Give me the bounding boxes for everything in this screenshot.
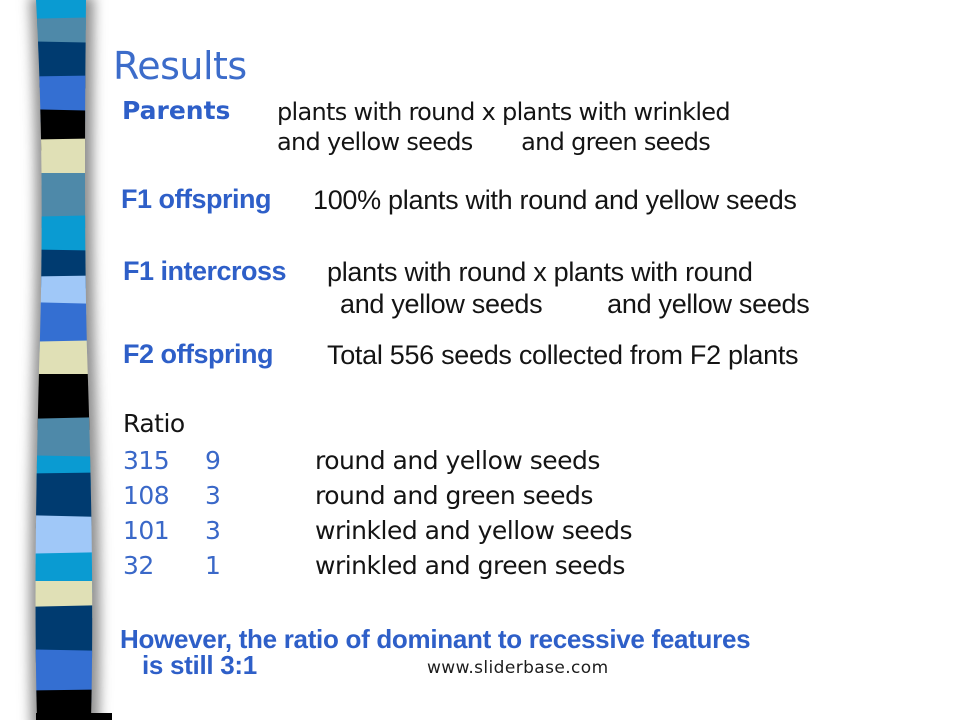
f1-offspring-label: F1 offspring: [121, 184, 272, 214]
conclusion-line2: is still 3:1: [142, 650, 257, 680]
ratio-description: round and yellow seeds: [315, 446, 600, 475]
f2-offspring-label: F2 offspring: [123, 339, 274, 369]
ratio-heading: Ratio: [123, 409, 185, 438]
page-title: Results: [113, 44, 247, 88]
f1-intercross-line1: plants with round x plants with round: [327, 257, 753, 287]
parents-line2: and yellow seeds and green seeds: [277, 128, 711, 156]
ribbon-bottom-strip: [36, 713, 112, 720]
f1-intercross-line2: and yellow seeds and yellow seeds: [340, 289, 810, 319]
decorative-ribbon: [29, 0, 112, 720]
ratio-value: 3: [205, 481, 221, 510]
f2-offspring-text: Total 556 seeds collected from F2 plants: [327, 340, 799, 370]
ratio-value: 9: [205, 446, 221, 475]
conclusion-line1: However, the ratio of dominant to recess…: [120, 624, 751, 654]
ratio-table-row: 315 9 round and yellow seeds: [123, 446, 743, 481]
ribbon-stripes: [35, 0, 93, 720]
ratio-value: 1: [205, 551, 221, 580]
ratio-value: 3: [205, 516, 221, 545]
footer-url: www.sliderbase.com: [427, 658, 609, 678]
parents-label: Parents: [122, 96, 231, 125]
f1-offspring-text: 100% plants with round and yellow seeds: [313, 185, 797, 215]
ratio-count: 101: [123, 516, 170, 545]
ratio-description: round and green seeds: [315, 481, 593, 510]
ratio-count: 108: [123, 481, 170, 510]
ratio-description: wrinkled and yellow seeds: [315, 516, 633, 545]
ratio-table-row: 108 3 round and green seeds: [123, 481, 743, 516]
f1-intercross-label: F1 intercross: [123, 256, 287, 286]
ratio-count: 315: [123, 446, 170, 475]
ratio-table-row: 101 3 wrinkled and yellow seeds: [123, 516, 743, 551]
parents-line1: plants with round x plants with wrinkled: [277, 98, 731, 126]
ratio-description: wrinkled and green seeds: [315, 551, 625, 580]
ratio-count: 32: [123, 551, 154, 580]
ratio-table-row: 32 1 wrinkled and green seeds: [123, 551, 743, 586]
